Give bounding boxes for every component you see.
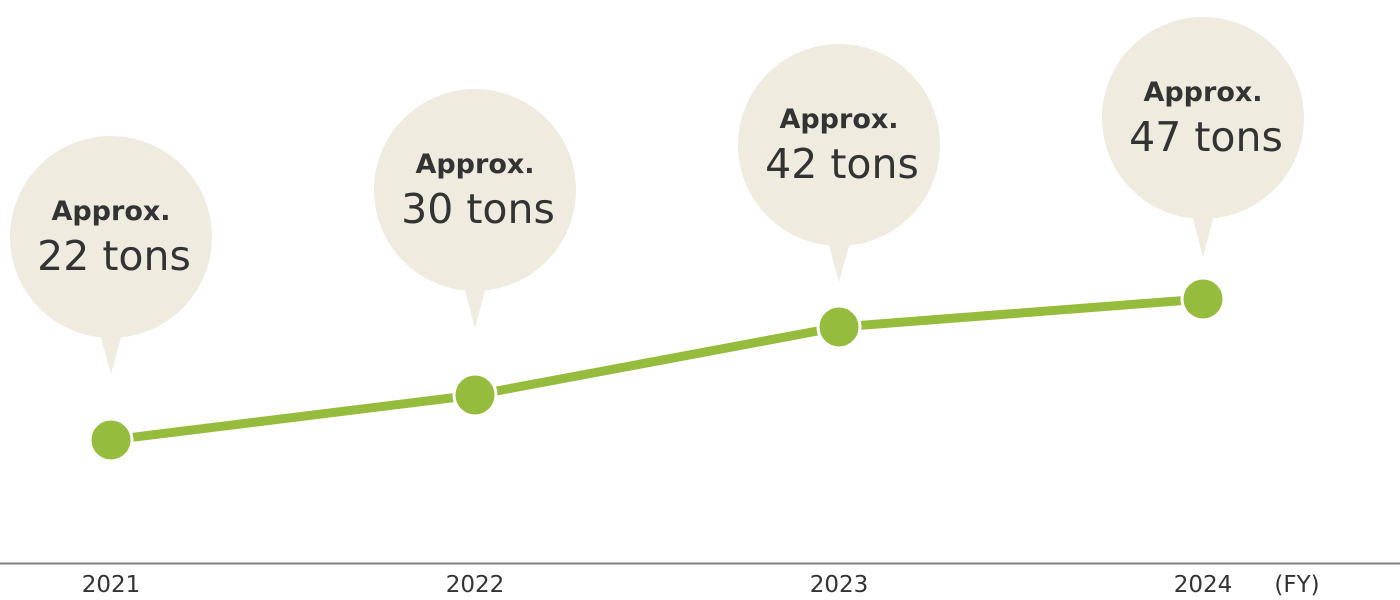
- data-label-bubble-2023: Approx. 42 tons: [738, 44, 940, 282]
- bubble-prefix: Approx.: [415, 149, 534, 180]
- data-label-bubble-2021: Approx. 22 tons: [10, 136, 212, 374]
- bubble-value: 42 tons: [765, 140, 919, 188]
- data-line: [110, 294, 1204, 445]
- data-label-bubble-2022: Approx. 30 tons: [374, 89, 576, 328]
- bubble-prefix: Approx.: [779, 104, 898, 135]
- x-axis-unit-label: (FY): [1274, 572, 1319, 598]
- x-tick-label: 2022: [446, 572, 505, 598]
- bubble-prefix: Approx.: [1143, 77, 1262, 108]
- bubble-value: 22 tons: [37, 232, 191, 280]
- data-point-2023: [816, 304, 862, 350]
- x-tick-label: 2024: [1174, 572, 1233, 598]
- data-point-2021: [88, 417, 134, 463]
- bubble-prefix: Approx.: [51, 196, 170, 227]
- bubble-value: 30 tons: [401, 185, 555, 233]
- data-point-2022: [452, 372, 498, 418]
- data-point-2024: [1180, 276, 1226, 322]
- x-tick-label: 2023: [810, 572, 869, 598]
- data-label-bubble-2024: Approx. 47 tons: [1102, 17, 1304, 257]
- bubble-value: 47 tons: [1129, 113, 1283, 161]
- x-tick-label: 2021: [82, 572, 141, 598]
